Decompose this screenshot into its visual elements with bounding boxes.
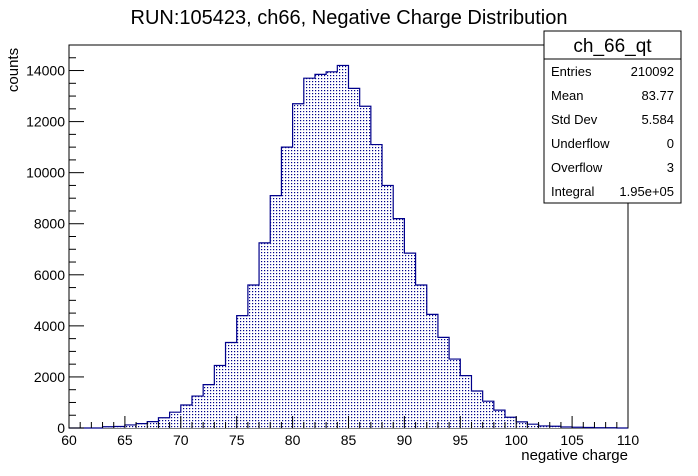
histogram-bar (348, 88, 360, 428)
x-tick-label: 100 (505, 432, 529, 448)
histogram-bar (370, 144, 383, 428)
histogram-bar (337, 65, 349, 428)
histogram-bar (538, 425, 550, 428)
y-tick-label: 12000 (26, 114, 65, 130)
histogram-bar (393, 218, 405, 428)
stats-row-label: Integral (551, 184, 594, 199)
histogram-bar (214, 365, 226, 428)
x-tick-label: 75 (229, 432, 245, 448)
histogram-bar (493, 410, 506, 428)
stats-row-label: Mean (551, 88, 584, 103)
stats-row-value: 210092 (631, 64, 674, 79)
histogram-bar (147, 421, 159, 428)
x-tick-label: 110 (617, 432, 640, 448)
histogram-bar (292, 103, 304, 428)
histogram-bar (527, 424, 539, 428)
histogram-bar (505, 417, 517, 428)
x-tick-label: 90 (397, 432, 413, 448)
y-tick-label: 0 (57, 420, 65, 436)
histogram-bar (136, 423, 148, 428)
y-axis-label: counts (5, 48, 22, 92)
histogram-bar (158, 417, 170, 428)
y-tick-label: 14000 (26, 63, 65, 79)
histogram-bar (113, 426, 125, 428)
stats-row-label: Underflow (551, 136, 610, 151)
histogram-bar (326, 71, 338, 428)
stats-row-label: Overflow (551, 160, 603, 175)
stats-row-value: 0 (667, 136, 674, 151)
histogram-bar (359, 106, 371, 428)
histogram-bar (382, 185, 394, 428)
histogram-bar (259, 242, 271, 428)
histogram-bar (124, 424, 137, 428)
histogram-bar (169, 412, 181, 428)
stats-row-label: Entries (551, 64, 592, 79)
histogram-bar (247, 285, 260, 428)
stats-box-name: ch_66_qt (573, 36, 652, 57)
y-tick-label: 2000 (34, 369, 65, 385)
histogram-bar (102, 426, 114, 428)
histogram-bar (482, 401, 494, 428)
histogram-bar (270, 195, 282, 428)
x-tick-label: 95 (453, 432, 469, 448)
x-tick-label: 70 (173, 432, 189, 448)
histogram-bar (225, 342, 237, 428)
histogram-bar (516, 421, 528, 428)
stats-row-value: 1.95e+05 (619, 184, 674, 199)
histogram-bar (471, 390, 483, 428)
histogram-bar (449, 359, 461, 428)
x-tick-label: 105 (560, 432, 584, 448)
histogram-bar (460, 375, 472, 428)
histogram-bar (191, 396, 204, 428)
stats-box-frame (543, 30, 682, 204)
stats-row-label: Std Dev (551, 112, 598, 127)
stats-box: ch_66_qt Entries 210092 Mean 83.77 Std Dev 5.5… (543, 30, 682, 204)
histogram-bar (203, 384, 215, 428)
histogram-bar (426, 314, 438, 428)
y-tick-label: 10000 (26, 165, 65, 181)
histogram-bar (236, 315, 248, 428)
histogram-bar (180, 405, 192, 428)
y-tick-label: 4000 (34, 318, 65, 334)
x-tick-label: 65 (117, 432, 133, 448)
histogram-bar (314, 74, 327, 428)
histogram-bar (437, 337, 450, 428)
histogram-bar (303, 78, 315, 429)
histogram-bar (281, 147, 293, 428)
x-axis-label: negative charge (521, 447, 628, 464)
y-tick-label: 8000 (34, 216, 65, 232)
histogram-bar (404, 253, 416, 428)
x-tick-label: 80 (285, 432, 301, 448)
chart-title: RUN:105423, ch66, Negative Charge Distri… (131, 7, 568, 29)
histogram-bar (415, 285, 427, 428)
stats-row-value: 3 (667, 160, 674, 175)
y-tick-label: 6000 (34, 267, 65, 283)
histogram-bar (549, 426, 561, 428)
stats-row-value: 83.77 (641, 88, 674, 103)
x-tick-label: 60 (61, 432, 77, 448)
x-tick-label: 85 (341, 432, 357, 448)
stats-row-value: 5.584 (641, 112, 674, 127)
